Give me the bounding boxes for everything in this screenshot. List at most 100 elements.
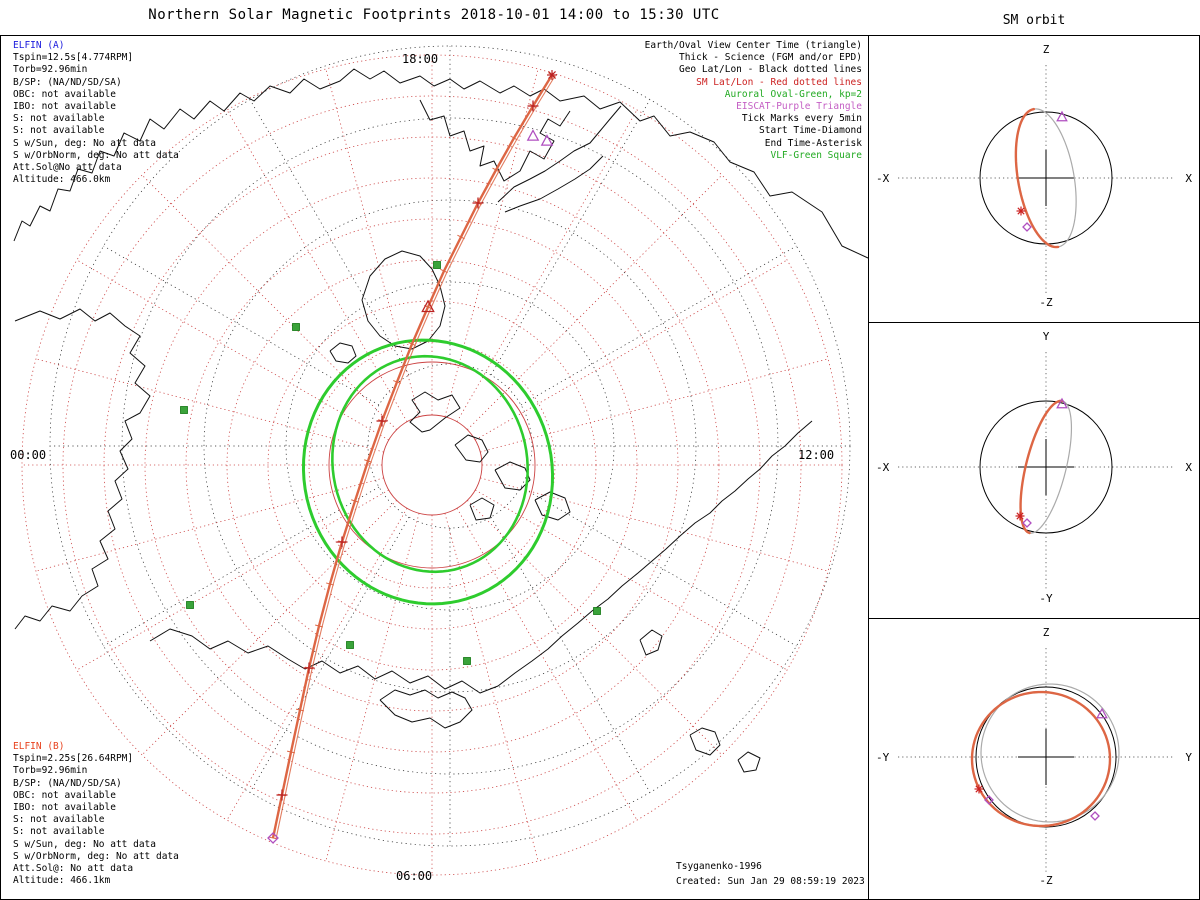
text-line: Thick - Science (FGM and/or EPD): [678, 52, 862, 64]
marker-triangle: [1096, 707, 1108, 719]
sm-grid-spoke: [226, 508, 408, 821]
text-line: Att.Sol@: No att data: [13, 863, 134, 875]
marker-triangle: [1056, 397, 1068, 409]
sm-grid-spoke: [456, 109, 638, 422]
orbit-projection-science: [970, 690, 1112, 828]
axis-label: -Z: [1039, 296, 1053, 309]
auroral-oval: [331, 354, 529, 574]
axis-label: Z: [1043, 43, 1050, 56]
text-line: SM Lat/Lon - Red dotted lines: [696, 76, 862, 88]
coastline: [534, 491, 571, 521]
orbit-tick-5min: [351, 499, 359, 503]
sm-grid-spoke: [141, 174, 397, 430]
sm-grid-spoke: [226, 109, 408, 422]
text-line: Start Time-Diamond: [759, 125, 862, 137]
orbit-tick-5min: [295, 708, 305, 712]
clock-label-right: 12:00: [798, 448, 835, 462]
end-time-asterisk: [548, 71, 556, 79]
text-line: S w/Sun, deg: No att data: [13, 838, 156, 850]
axis-label: X: [1185, 172, 1192, 185]
geo-grid-spoke: [103, 245, 380, 406]
text-line: Torb=92.96min: [13, 64, 88, 76]
coastline: [497, 105, 622, 203]
coastline: [454, 434, 489, 463]
coastline: [329, 342, 357, 364]
orbit-tick-5min: [408, 342, 416, 346]
text-line: S: not available: [13, 125, 105, 137]
axis-label: Y: [1185, 751, 1192, 764]
coastline: [494, 461, 531, 491]
orbit-tick-5min: [286, 750, 296, 754]
marker-asterisk: [1016, 512, 1024, 520]
sm-grid-spoke: [467, 500, 723, 756]
axis-label: -Y: [1039, 592, 1053, 605]
sm-grid-spoke: [76, 259, 389, 441]
sm-grid-spoke: [444, 68, 539, 417]
marker-triangle: [1056, 110, 1068, 122]
earth-circle: [975, 686, 1117, 828]
elfin-b-info-block: ELFIN (B) Tspin=2.25s[26.64RPM] Torb=92.96…: [13, 741, 179, 887]
orbit-tick-5min: [393, 380, 401, 384]
text-line: Tick Marks every 5min: [741, 113, 862, 125]
clock-label-top: 18:00: [402, 52, 439, 66]
coastline: [737, 751, 761, 773]
coastline: [504, 155, 604, 213]
marker-diamond: [984, 795, 994, 805]
legend-block: Earth/Oval View Center Time (triangle) Th…: [600, 40, 862, 162]
sm-grid-spoke: [325, 513, 420, 862]
sm-grid-spoke: [35, 477, 384, 572]
sm-grid-circle: [62, 95, 802, 835]
sm-grid-spoke: [467, 174, 723, 430]
text-line: S: not available: [13, 826, 105, 838]
sm-orbit-title: SM orbit: [1002, 13, 1066, 28]
sm-grid-circle: [21, 54, 843, 876]
text-line: Auroral Oval-Green, kp=2: [724, 88, 862, 100]
sm-grid-circle: [226, 259, 638, 671]
coastline: [689, 727, 721, 756]
vlf-square: [433, 261, 441, 269]
vlf-square: [463, 657, 471, 665]
axis-label: -X: [876, 461, 890, 474]
vlf-square: [346, 641, 354, 649]
geo-grid-spoke: [520, 486, 797, 647]
text-line: S: not available: [13, 814, 105, 826]
vlf-square: [593, 607, 601, 615]
sm-grid-spoke: [475, 259, 788, 441]
text-line: ELFIN (A): [13, 40, 65, 51]
marker-diamond: [1022, 222, 1032, 232]
text-line: Tspin=12.5s[4.774RPM]: [13, 52, 134, 64]
sm-grid-spoke: [76, 489, 389, 671]
sm-grid-spoke: [35, 358, 384, 453]
coastline: [639, 629, 663, 656]
start-time-diamond: [267, 832, 279, 844]
clock-label-bottom: 06:00: [396, 869, 433, 883]
sm-grid-parallel: [381, 414, 483, 516]
orbit-track-elfin-a: [271, 74, 554, 839]
sm-grid-spoke: [475, 489, 788, 671]
text-line: Torb=92.96min: [13, 765, 88, 777]
orbit-tick-5min: [268, 836, 278, 840]
auroral-oval: [301, 338, 555, 606]
sm-grid-circle: [144, 177, 720, 753]
marker-diamond: [1022, 518, 1032, 528]
coastline: [14, 308, 151, 630]
axis-label: Y: [1043, 330, 1050, 343]
geo-grid-circle: [367, 363, 533, 529]
coastline: [13, 68, 869, 259]
text-line: End Time-Asterisk: [764, 137, 862, 149]
orbit-projection-far: [980, 683, 1120, 823]
coastline: [409, 391, 461, 433]
orbit-tick-5min: [364, 459, 372, 463]
text-line: B/SP: (NA/ND/SD/SA): [13, 76, 122, 88]
earth-circle: [979, 400, 1113, 534]
text-line: OBC: not available: [13, 789, 116, 801]
text-line: Altitude: 466.0km: [13, 174, 111, 186]
geo-grid-circle: [285, 281, 615, 611]
sm-grid-circle: [308, 341, 556, 589]
marker-diamond: [1090, 811, 1100, 821]
sm-grid-spoke: [480, 358, 829, 453]
text-line: S w/Sun, deg: No att data: [13, 137, 156, 149]
sm-grid-spoke: [444, 513, 539, 862]
text-line: Geo Lat/Lon - Black dotted lines: [678, 64, 862, 76]
